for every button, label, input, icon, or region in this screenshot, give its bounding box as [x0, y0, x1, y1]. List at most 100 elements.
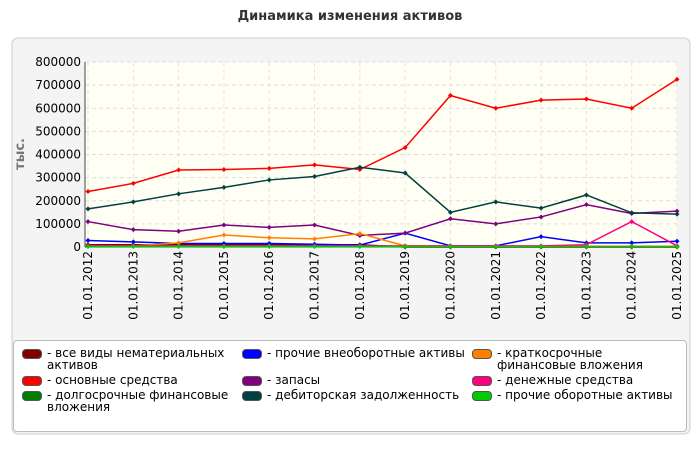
point — [629, 105, 635, 111]
legend-swatch — [22, 391, 42, 401]
point — [674, 211, 680, 217]
legend-label: - прочие оборотные активы — [497, 388, 673, 402]
x-tick-label: 01.01.2012 — [81, 251, 95, 320]
point — [312, 236, 318, 242]
point — [130, 199, 136, 205]
series-line — [87, 203, 678, 237]
x-tick-label: 01.01.2022 — [534, 251, 548, 320]
point — [583, 192, 589, 198]
point — [538, 97, 544, 103]
y-tick-label: 700000 — [35, 78, 81, 92]
legend-swatch — [472, 349, 492, 359]
point — [266, 235, 272, 241]
point — [493, 105, 499, 111]
point — [221, 167, 227, 173]
point — [538, 244, 544, 250]
point — [85, 238, 91, 244]
point — [130, 239, 136, 245]
point — [402, 244, 408, 250]
point — [85, 206, 91, 212]
x-tick-label: 01.01.2024 — [625, 251, 639, 320]
y-tick-label: 200000 — [35, 194, 81, 208]
legend-swatch — [472, 391, 492, 401]
point — [674, 208, 680, 214]
point — [176, 228, 182, 234]
point — [221, 232, 227, 238]
x-tick-label: 01.01.2021 — [489, 251, 503, 320]
point — [493, 244, 499, 250]
legend-swatch — [242, 376, 262, 386]
legend-label: - краткосрочные финансовые вложения — [497, 346, 643, 372]
point — [266, 244, 272, 250]
legend: - все виды нематериальных активов - прочи… — [13, 340, 687, 432]
point — [312, 162, 318, 168]
point — [221, 222, 227, 228]
point — [357, 164, 363, 170]
x-tick-label: 01.01.2025 — [670, 251, 684, 320]
point — [221, 244, 227, 250]
point — [176, 167, 182, 173]
legend-item: - прочие оборотные активы — [472, 389, 682, 413]
legend-item: - запасы — [242, 374, 472, 386]
point — [583, 202, 589, 208]
x-tick-label: 01.01.2019 — [398, 251, 412, 320]
point — [402, 170, 408, 176]
point — [583, 244, 589, 250]
point — [266, 165, 272, 171]
legend-label: - прочие внеоборотные активы — [267, 346, 465, 360]
legend-item: - дебиторская задолженность — [242, 389, 472, 413]
point — [583, 96, 589, 102]
point — [176, 191, 182, 197]
x-tick-label: 01.01.2017 — [308, 251, 322, 320]
point — [674, 244, 680, 250]
point — [85, 244, 91, 250]
point — [312, 244, 318, 250]
x-tick-label: 01.01.2016 — [262, 251, 276, 320]
legend-swatch — [242, 349, 262, 359]
point — [493, 221, 499, 227]
point — [312, 222, 318, 228]
y-axis-label: тыс. — [13, 138, 28, 170]
point — [493, 199, 499, 205]
point — [674, 238, 680, 244]
point — [357, 244, 363, 250]
point — [538, 234, 544, 240]
point — [130, 244, 136, 250]
y-tick-label: 600000 — [35, 101, 81, 115]
legend-item: - основные средства — [22, 374, 242, 386]
point — [447, 93, 453, 99]
point — [538, 205, 544, 211]
chart-title: Динамика изменения активов — [238, 9, 463, 24]
y-tick-label: 400000 — [35, 148, 81, 162]
legend-item: - прочие внеоборотные активы — [242, 347, 472, 371]
series-line — [87, 78, 678, 193]
x-tick-label: 01.01.2020 — [443, 251, 457, 320]
point — [85, 189, 91, 194]
legend-swatch — [242, 391, 262, 401]
x-tick-label: 01.01.2013 — [126, 251, 140, 320]
point — [266, 224, 272, 230]
legend-label: - основные средства — [47, 373, 178, 387]
y-tick-label: 100000 — [35, 217, 81, 231]
legend-label: - дебиторская задолженность — [267, 388, 460, 402]
point — [176, 244, 182, 250]
y-tick-label: 300000 — [35, 171, 81, 185]
legend-item: - все виды нематериальных активов — [22, 347, 242, 371]
y-tick-label: 500000 — [35, 124, 81, 138]
point — [447, 209, 453, 215]
point — [629, 210, 635, 216]
legend-swatch — [472, 376, 492, 386]
point — [130, 180, 136, 186]
point — [674, 76, 680, 82]
point — [176, 240, 182, 246]
point — [538, 214, 544, 220]
legend-label: - денежные средства — [497, 373, 634, 387]
x-tick-label: 01.01.2023 — [579, 251, 593, 320]
point — [357, 231, 363, 237]
legend-swatch — [22, 349, 42, 359]
point — [447, 216, 453, 222]
point — [447, 244, 453, 250]
legend-swatch — [22, 376, 42, 386]
legend-label: - долгосрочные финансовые вложения — [47, 388, 229, 414]
